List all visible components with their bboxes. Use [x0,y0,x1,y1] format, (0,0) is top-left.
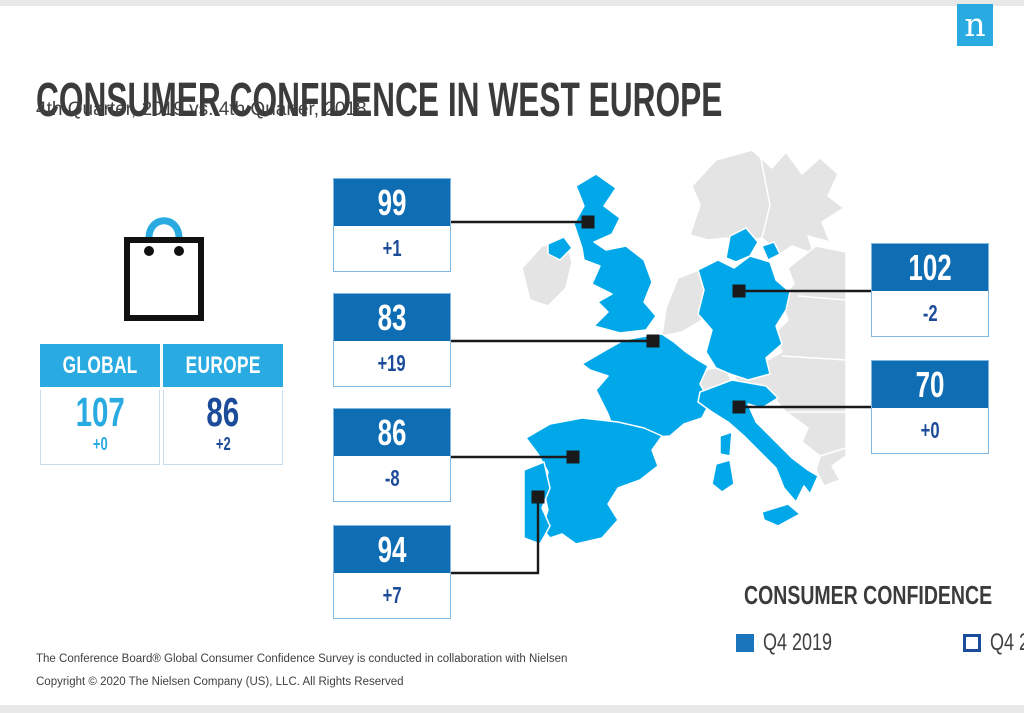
legend-swatch-filled-icon [736,634,754,652]
map-region-scandinavia [689,150,845,255]
legend-label: Q4 2018 [990,629,1024,656]
map-border-line [819,447,847,457]
page-title: CONSUMER CONFIDENCE IN WEST EUROPE [36,74,723,128]
callout-italy: 70 +0 [871,360,989,454]
map-border-line [797,295,847,301]
callout-value-2019: 99 [334,179,450,226]
bag-body [124,237,204,321]
callout-change: +7 [382,582,402,608]
summary-header-europe: EUROPE [163,344,283,387]
top-accent-bar [0,0,1024,6]
callout-change: +19 [377,350,407,376]
callout-portugal: 94 +7 [333,525,451,619]
legend: Q4 2019 Q4 2018 [736,629,1024,657]
callout-value-2019: 94 [334,526,450,573]
footnote-copyright: Copyright © 2020 The Nielsen Company (US… [36,676,404,688]
callout-germany: 102 -2 [871,243,989,337]
shopping-bag-icon [124,217,204,321]
map-region-northern-ireland [547,236,573,261]
europe-delta: +2 [215,434,231,455]
callout-change: +1 [382,235,402,261]
map-island-corsica [719,431,733,457]
callout-united-kingdom: 99 +1 [333,178,451,272]
callout-change: +0 [920,417,940,443]
legend-item-q4-2018: Q4 2018 [963,629,1024,657]
nielsen-logo-letter: n [964,4,986,44]
callout-value-2019: 102 [872,244,988,291]
map-country-italy [697,379,819,503]
map-country-united-kingdom [573,173,657,334]
map-island-sicily [761,503,801,527]
map-country-denmark [725,227,759,263]
global-delta: +0 [92,434,108,455]
legend-item-q4-2019: Q4 2019 [736,629,855,657]
map-country-spain [525,417,663,545]
callout-france: 83 +19 [333,293,451,387]
global-value: 107 [75,389,125,435]
map-region-eastern-europe [733,245,847,487]
callout-change: -8 [384,465,400,491]
callout-change: -2 [922,300,938,326]
map-country-germany [697,255,791,381]
nielsen-logo: n [957,4,993,46]
page-subtitle: 4th Quarter, 2019 vs. 4th Quarter, 2018 [36,99,367,120]
summary-card-europe: EUROPE 86 +2 [163,344,283,465]
map-island-denmark [761,241,781,261]
bottom-accent-bar [0,705,1024,713]
summary-header-global: GLOBAL [40,344,160,387]
map-border-line [781,355,847,361]
summary-table: GLOBAL 107 +0 EUROPE 86 +2 [40,344,283,465]
summary-card-global: GLOBAL 107 +0 [40,344,160,465]
callout-value-2019: 70 [872,361,988,408]
bag-rivet-left [144,246,154,256]
callout-spain: 86 -8 [333,408,451,502]
legend-swatch-outline-icon [963,634,982,652]
bag-handle [145,217,183,258]
footnote-survey: The Conference Board® Global Consumer Co… [36,653,568,665]
callout-value-2019: 86 [334,409,450,456]
legend-title: CONSUMER CONFIDENCE [744,580,993,610]
europe-map [521,150,847,545]
europe-value: 86 [206,389,240,435]
legend-label: Q4 2019 [763,629,833,656]
bag-rivet-right [174,246,184,256]
map-border-line [759,153,771,239]
callout-value-2019: 83 [334,294,450,341]
map-island-sardinia [711,459,735,493]
